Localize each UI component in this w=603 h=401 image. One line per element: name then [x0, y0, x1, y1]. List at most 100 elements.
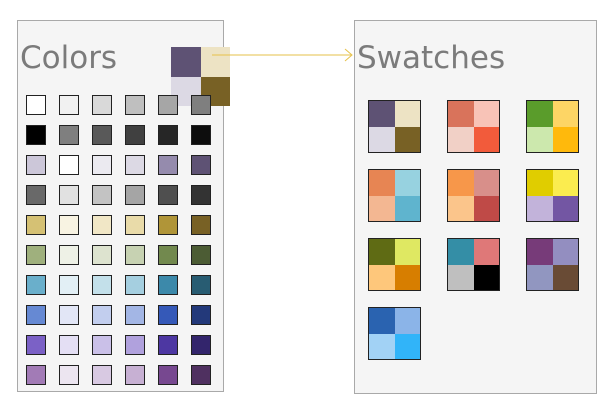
color-cell[interactable]	[191, 155, 211, 175]
swatch-quadrant	[448, 101, 474, 127]
color-cell[interactable]	[191, 215, 211, 235]
color-cell[interactable]	[59, 95, 79, 115]
color-cell[interactable]	[59, 335, 79, 355]
swatch-quadrant	[448, 195, 474, 221]
swatch-quadrant	[369, 333, 395, 359]
color-cell[interactable]	[92, 365, 112, 385]
swatch-tile[interactable]	[447, 100, 500, 153]
swatch-tile[interactable]	[526, 169, 579, 222]
color-cell[interactable]	[92, 245, 112, 265]
color-cell[interactable]	[26, 125, 46, 145]
color-cell[interactable]	[191, 335, 211, 355]
color-cell[interactable]	[92, 95, 112, 115]
swatch-quadrant	[527, 264, 553, 290]
color-cell[interactable]	[92, 185, 112, 205]
color-cell[interactable]	[59, 155, 79, 175]
color-cell[interactable]	[92, 275, 112, 295]
swatch-quadrant	[473, 170, 499, 196]
color-cell[interactable]	[158, 365, 178, 385]
swatch-tile[interactable]	[526, 238, 579, 291]
color-cell[interactable]	[59, 125, 79, 145]
color-cell[interactable]	[125, 95, 145, 115]
color-cell[interactable]	[26, 215, 46, 235]
color-cell[interactable]	[158, 305, 178, 325]
swatch-tile[interactable]	[368, 100, 421, 153]
color-cell[interactable]	[59, 365, 79, 385]
color-cell[interactable]	[92, 305, 112, 325]
swatch-quadrant	[369, 101, 395, 127]
swatch-quadrant	[394, 126, 420, 152]
swatch-quadrant	[394, 264, 420, 290]
swatch-quadrant	[473, 101, 499, 127]
swatches-panel: Swatches	[354, 20, 597, 394]
swatch-quadrant	[527, 126, 553, 152]
color-cell[interactable]	[158, 335, 178, 355]
color-cell[interactable]	[59, 245, 79, 265]
color-cell[interactable]	[92, 155, 112, 175]
swatch-quadrant	[394, 308, 420, 334]
color-cell[interactable]	[26, 275, 46, 295]
color-cell[interactable]	[59, 215, 79, 235]
color-cell[interactable]	[191, 125, 211, 145]
color-cell[interactable]	[158, 185, 178, 205]
color-cell[interactable]	[158, 155, 178, 175]
color-cell[interactable]	[125, 275, 145, 295]
swatch-quadrant	[473, 126, 499, 152]
swatch-quadrant	[552, 126, 578, 152]
swatch-tile[interactable]	[368, 238, 421, 291]
color-cell[interactable]	[92, 335, 112, 355]
color-cell[interactable]	[191, 245, 211, 265]
color-cell[interactable]	[125, 365, 145, 385]
color-cell[interactable]	[191, 185, 211, 205]
color-cell[interactable]	[26, 155, 46, 175]
color-cell[interactable]	[26, 335, 46, 355]
color-cell[interactable]	[26, 185, 46, 205]
swatch-tile[interactable]	[526, 100, 579, 153]
color-cell[interactable]	[59, 275, 79, 295]
swatch-quadrant	[527, 195, 553, 221]
color-cell[interactable]	[125, 215, 145, 235]
swatch-quadrant	[394, 101, 420, 127]
swatch-quadrant	[448, 170, 474, 196]
swatch-tile[interactable]	[447, 238, 500, 291]
swatch-quadrant	[394, 170, 420, 196]
swatch-quadrant	[552, 101, 578, 127]
color-cell[interactable]	[158, 125, 178, 145]
swatch-quadrant	[448, 264, 474, 290]
color-cell[interactable]	[26, 365, 46, 385]
color-cell[interactable]	[125, 155, 145, 175]
swatch-quadrant	[448, 126, 474, 152]
swatch-quadrant	[448, 239, 474, 265]
color-cell[interactable]	[59, 305, 79, 325]
color-cell[interactable]	[158, 215, 178, 235]
swatch-quadrant	[171, 47, 201, 77]
color-cell[interactable]	[92, 125, 112, 145]
swatch-tile[interactable]	[368, 307, 421, 360]
swatch-tile[interactable]	[368, 169, 421, 222]
color-cell[interactable]	[158, 275, 178, 295]
color-cell[interactable]	[125, 185, 145, 205]
swatch-quadrant	[473, 264, 499, 290]
swatch-quadrant	[200, 47, 230, 77]
swatch-tile[interactable]	[447, 169, 500, 222]
swatches-title: Swatches	[357, 40, 506, 76]
color-cell[interactable]	[191, 95, 211, 115]
swatch-quadrant	[552, 195, 578, 221]
swatch-quadrant	[369, 170, 395, 196]
color-cell[interactable]	[26, 245, 46, 265]
color-cell[interactable]	[125, 305, 145, 325]
color-cell[interactable]	[191, 275, 211, 295]
color-cell[interactable]	[59, 185, 79, 205]
swatch-quadrant	[527, 170, 553, 196]
color-cell[interactable]	[92, 215, 112, 235]
color-cell[interactable]	[26, 95, 46, 115]
color-cell[interactable]	[158, 245, 178, 265]
swatch-quadrant	[552, 239, 578, 265]
color-cell[interactable]	[158, 95, 178, 115]
color-cell[interactable]	[125, 245, 145, 265]
color-cell[interactable]	[125, 335, 145, 355]
color-cell[interactable]	[26, 305, 46, 325]
color-cell[interactable]	[125, 125, 145, 145]
color-cell[interactable]	[191, 365, 211, 385]
color-cell[interactable]	[191, 305, 211, 325]
